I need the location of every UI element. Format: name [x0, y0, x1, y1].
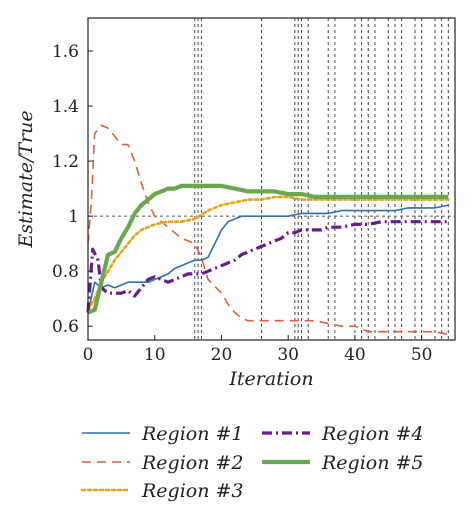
series-line-region-4 — [86, 220, 449, 313]
y-tick-label: 0.8 — [52, 262, 79, 282]
series-layer — [86, 124, 450, 336]
legend: Region #1 Region #2 Region #3 Region #4 Regi… — [80, 423, 424, 502]
y-tick-label: 1.2 — [52, 152, 79, 172]
series-line-region-3 — [86, 195, 450, 312]
x-axis-label: Iteration — [228, 368, 313, 390]
y-tick-label: 1 — [68, 207, 79, 227]
plot-frame — [87, 17, 456, 341]
legend-label-region-5: Region #5 — [321, 452, 424, 474]
x-axis-ticks: 0 10 20 30 40 50 — [83, 335, 433, 365]
vertical-marker-lines — [194, 18, 449, 340]
series-line-region-1 — [87, 204, 449, 313]
x-tick-label: 0 — [83, 345, 94, 365]
legend-label-region-4: Region #4 — [321, 423, 424, 445]
y-tick-label: 1.4 — [52, 97, 79, 117]
series-line-region-2 — [87, 124, 449, 336]
y-tick-label: 0.6 — [52, 317, 79, 337]
x-tick-label: 30 — [277, 345, 299, 365]
legend-label-region-2: Region #2 — [141, 452, 244, 474]
legend-label-region-3: Region #3 — [141, 480, 244, 502]
x-tick-label: 40 — [344, 345, 366, 365]
x-tick-label: 10 — [144, 345, 166, 365]
x-tick-label: 50 — [411, 345, 433, 365]
series-line-region-5 — [87, 183, 449, 315]
legend-label-region-1: Region #1 — [141, 423, 244, 445]
x-tick-label: 20 — [211, 345, 233, 365]
y-axis-label: Estimate/True — [15, 110, 37, 248]
y-axis-ticks: 0.6 0.8 1 1.2 1.4 1.6 — [52, 42, 93, 337]
y-tick-label: 1.6 — [52, 42, 79, 62]
